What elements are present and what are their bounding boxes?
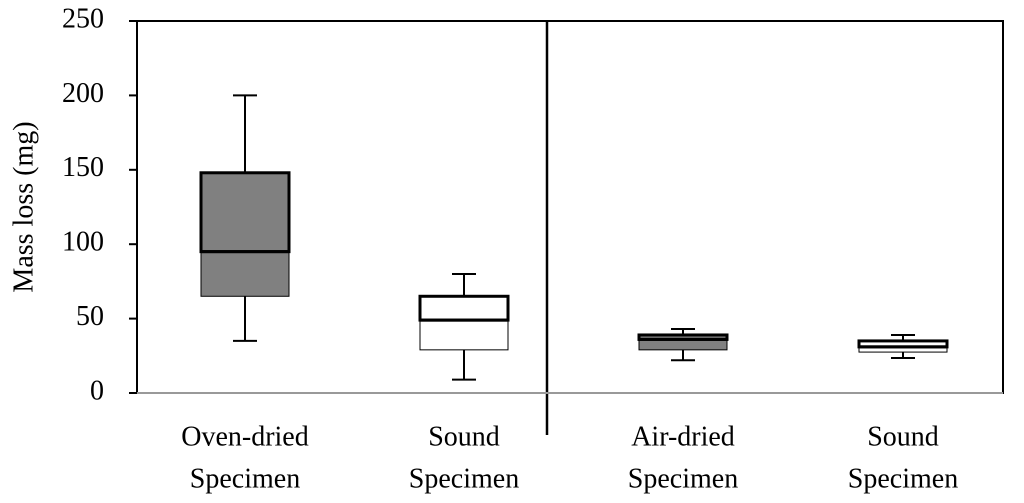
- y-tick-label: 100: [62, 227, 104, 258]
- x-tick-label: Specimen: [628, 463, 738, 494]
- box-upper: [199, 171, 291, 254]
- box-lower: [638, 338, 728, 351]
- x-tick-label: Specimen: [190, 463, 300, 494]
- x-tick-label: Sound: [428, 421, 500, 452]
- x-tick-label: Sound: [867, 421, 939, 452]
- x-tick-label: Specimen: [409, 463, 519, 494]
- x-tick-label: Specimen: [848, 463, 958, 494]
- box-lower: [200, 251, 290, 297]
- y-tick-label: 200: [62, 78, 104, 109]
- x-tick-label: Air-dried: [631, 421, 735, 452]
- box-lower: [419, 319, 509, 351]
- y-axis-label: Mass loss (mg): [8, 121, 39, 292]
- x-tick-label: Oven-dried: [181, 421, 309, 452]
- y-tick-label: 0: [90, 375, 104, 406]
- y-tick-label: 250: [62, 3, 104, 34]
- box-upper: [418, 294, 510, 322]
- y-tick-label: 50: [76, 301, 104, 332]
- y-tick-label: 150: [62, 152, 104, 183]
